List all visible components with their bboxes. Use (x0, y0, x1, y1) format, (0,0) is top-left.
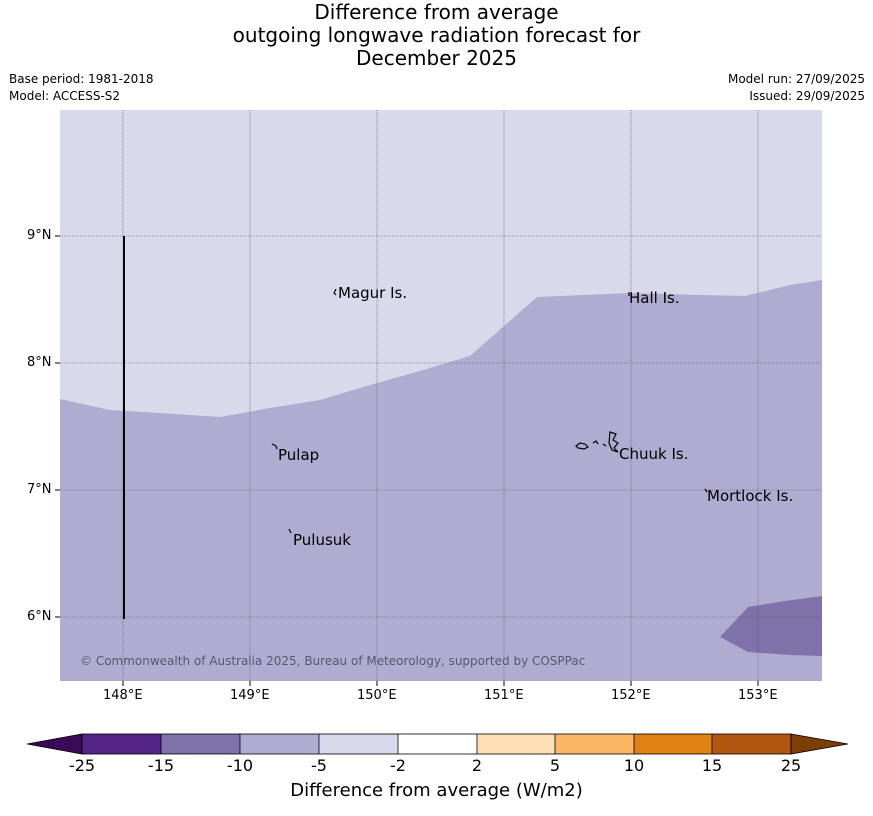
lon-label: 150°E (357, 688, 397, 703)
colorbar-segment (319, 734, 398, 754)
place-label-pulusuk: Pulusuk (293, 531, 351, 549)
colorbar-segment (161, 734, 240, 754)
map-gridlines (60, 110, 822, 681)
colorbar-label: 25 (780, 756, 802, 775)
map-tick-marks (55, 235, 759, 686)
island-pulap (271, 443, 278, 450)
lat-label: 8°N (27, 355, 52, 370)
lon-label: 152°E (611, 688, 651, 703)
colorbar-segment (712, 734, 791, 754)
model-run-date: Model run: 27/09/2025 (727, 72, 865, 86)
colorbar-label: -25 (68, 756, 96, 775)
colorbar-label: -5 (311, 756, 327, 775)
chart-title-line-1: Difference from average (314, 0, 559, 24)
colorbar-segment (634, 734, 712, 754)
colorbar-label: 10 (623, 756, 645, 775)
lat-label: 7°N (27, 482, 52, 497)
colorbar-label: -2 (390, 756, 406, 775)
place-label-hall: Hall Is. (629, 289, 680, 307)
colorbar-segment (477, 734, 555, 754)
place-label-magur: Magur Is. (338, 284, 407, 302)
base-period: Base period: 1981-2018 (9, 72, 154, 86)
colorbar-label: -15 (147, 756, 175, 775)
lat-label: 9°N (27, 228, 52, 243)
place-label-chuuk: Chuuk Is. (619, 445, 688, 463)
lon-label: 149°E (230, 688, 270, 703)
colorbar-label: 5 (549, 756, 561, 775)
colorbar-segment (240, 734, 319, 754)
colorbar-extend-high (790, 733, 849, 755)
colorbar-title: Difference from average (W/m2) (290, 780, 583, 801)
colorbar-segment (398, 734, 477, 754)
island-magur (333, 288, 337, 296)
islands (271, 288, 708, 534)
colorbar-label: 2 (471, 756, 483, 775)
colorbar-outline (81, 733, 792, 755)
lat-label: 6°N (27, 609, 52, 624)
map-band-minus10-minus5 (60, 280, 822, 681)
lon-label: 151°E (484, 688, 524, 703)
colorbar-label: 15 (701, 756, 723, 775)
lon-label: 153°E (738, 688, 778, 703)
colorbar (26, 733, 849, 755)
colorbar-segment (82, 734, 161, 754)
chart-title-line-3: December 2025 (356, 46, 517, 70)
map-band-minus15-minus10 (720, 596, 822, 656)
island-chuuk (575, 431, 619, 453)
island-mortlock (704, 488, 708, 493)
lon-label: 148°E (103, 688, 143, 703)
place-label-pulap: Pulap (278, 446, 319, 464)
model-name: Model: ACCESS-S2 (9, 89, 121, 103)
chart-title-line-2: outgoing longwave radiation forecast for (232, 23, 641, 47)
place-label-mortlock: Mortlock Is. (707, 487, 793, 505)
colorbar-segment (555, 734, 634, 754)
island-pulusuk (288, 528, 292, 534)
colorbar-label: -10 (226, 756, 254, 775)
issued-date: Issued: 29/09/2025 (749, 89, 865, 103)
copyright-notice: © Commonwealth of Australia 2025, Bureau… (80, 654, 585, 668)
colorbar-extend-low (26, 733, 83, 755)
